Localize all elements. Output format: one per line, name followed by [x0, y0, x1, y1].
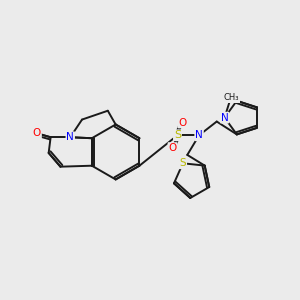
Text: O: O: [168, 143, 177, 153]
Text: S: S: [174, 130, 181, 140]
Text: O: O: [33, 128, 41, 138]
Text: O: O: [178, 118, 187, 128]
Text: N: N: [195, 130, 203, 140]
Text: N: N: [66, 132, 74, 142]
Text: N: N: [221, 112, 229, 123]
Text: CH₃: CH₃: [224, 94, 239, 103]
Text: S: S: [180, 158, 186, 168]
